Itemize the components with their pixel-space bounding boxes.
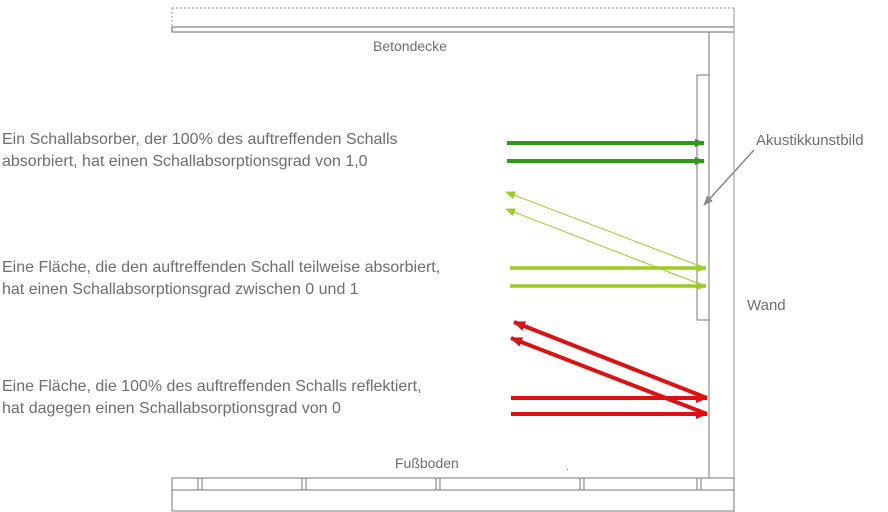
panel-label: Akustikkunstbild (756, 132, 864, 149)
floor (171, 477, 735, 512)
panel-leader-line (703, 149, 755, 206)
case-line: Eine Fläche, die 100% des auftreffenden … (2, 378, 422, 395)
case-partial-text: Eine Fläche, die den auftreffenden Schal… (2, 257, 440, 301)
case-absorber-text: Ein Schallabsorber, der 100% des auftref… (2, 129, 398, 173)
case-line: Ein Schallabsorber, der 100% des auftref… (2, 131, 398, 148)
case-line: hat dagegen einen Schallabsorptionsgrad … (2, 400, 341, 417)
reflected-arrow (513, 320, 708, 400)
wall (708, 32, 735, 512)
floor-label: Fußboden (395, 455, 459, 471)
ceiling-slab (171, 7, 735, 33)
partial-arrows (505, 191, 707, 290)
case-reflector-text: Eine Fläche, die 100% des auftreffenden … (2, 376, 422, 420)
wall-label: Wand (747, 297, 786, 314)
reflected-arrows (510, 320, 708, 419)
case-line: hat einen Schallabsorptionsgrad zwischen… (2, 281, 359, 298)
ceiling-label: Betondecke (373, 38, 447, 54)
case-line: absorbiert, hat einen Schallabsorptionsg… (2, 153, 368, 170)
absorbed-arrows (507, 139, 705, 165)
case-line: Eine Fläche, die den auftreffenden Schal… (2, 259, 441, 276)
reflected-arrow (505, 191, 706, 269)
reflected-arrow (510, 336, 708, 416)
reflected-arrow (505, 208, 706, 287)
